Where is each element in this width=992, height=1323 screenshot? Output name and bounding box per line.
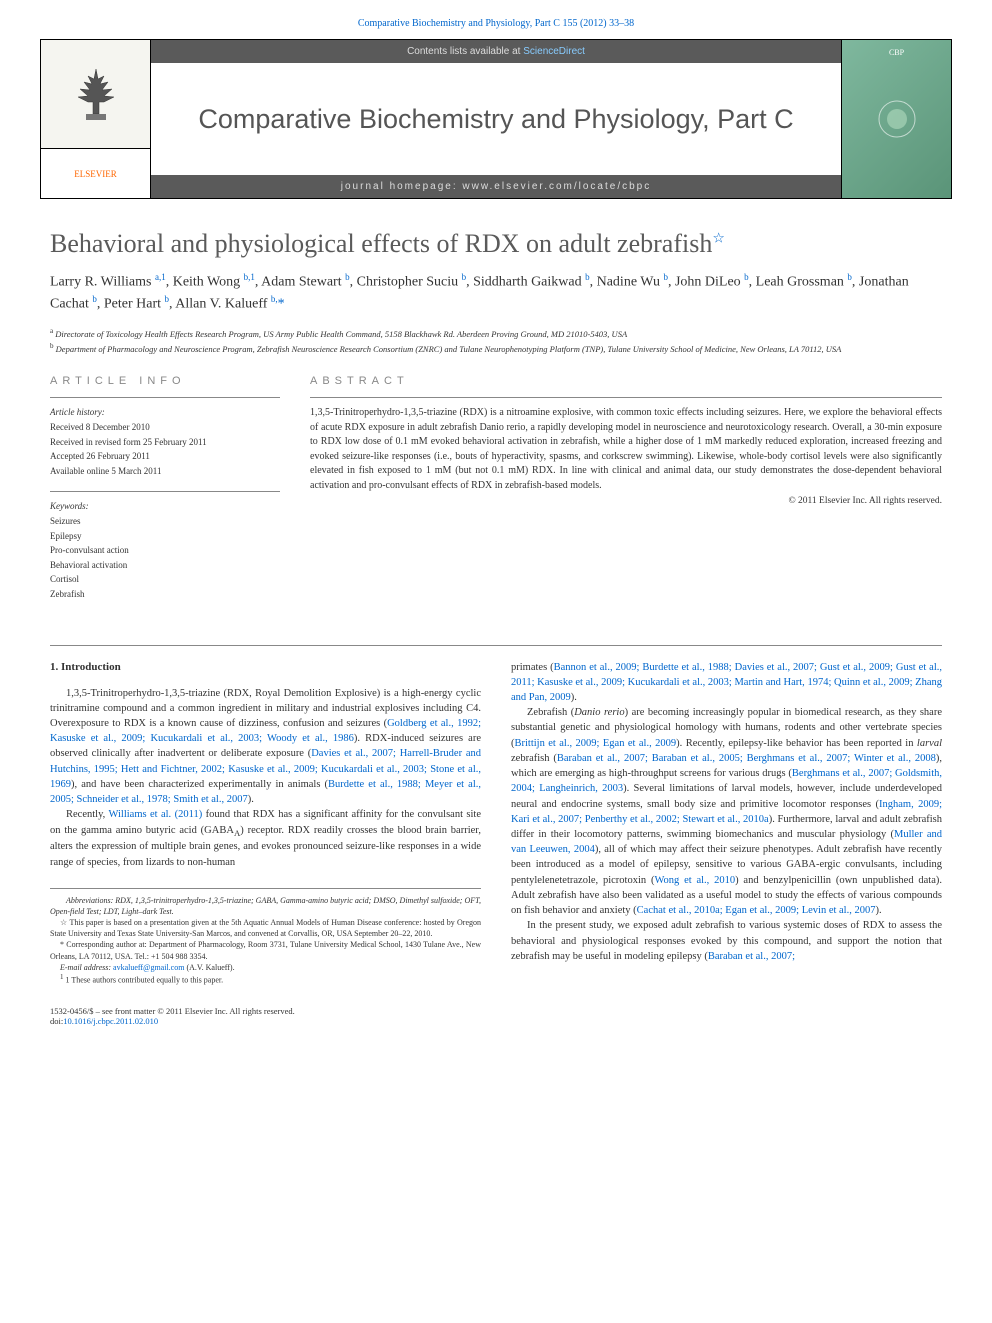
abstract-heading: abstract <box>310 375 942 387</box>
keywords-label: Keywords: <box>50 500 280 513</box>
body-col-left: 1. Introduction 1,3,5-Trinitroperhydro-1… <box>50 660 481 986</box>
authors-list: Larry R. Williams a,1, Keith Wong b,1, A… <box>50 271 942 314</box>
footnotes: Abbreviations: RDX, 1,3,5-trinitroperhyd… <box>50 888 481 986</box>
body-paragraph: primates (Bannon et al., 2009; Burdette … <box>511 660 942 706</box>
page-footer: 1532-0456/$ – see front matter © 2011 El… <box>50 1006 942 1026</box>
article-info-heading: article info <box>50 375 280 387</box>
body-paragraph: Recently, Williams et al. (2011) found t… <box>50 807 481 869</box>
abstract-copyright: © 2011 Elsevier Inc. All rights reserved… <box>310 496 942 506</box>
body-paragraph: Zebrafish (Danio rerio) are becoming inc… <box>511 705 942 918</box>
contents-line: Contents lists available at ScienceDirec… <box>151 40 841 63</box>
history-line: Received in revised form 25 February 201… <box>50 436 280 449</box>
journal-banner: ELSEVIER Contents lists available at Sci… <box>40 39 952 199</box>
publisher-cell: ELSEVIER <box>41 40 151 198</box>
body-paragraph: 1,3,5-Trinitroperhydro-1,3,5-triazine (R… <box>50 686 481 808</box>
intro-heading: 1. Introduction <box>50 660 481 676</box>
history-label: Article history: <box>50 406 280 419</box>
sciencedirect-link[interactable]: ScienceDirect <box>523 46 585 57</box>
keyword: Pro-convulsant action <box>50 544 280 557</box>
keyword: Zebrafish <box>50 588 280 601</box>
publisher-name: ELSEVIER <box>41 148 150 198</box>
body-col-right: primates (Bannon et al., 2009; Burdette … <box>511 660 942 986</box>
journal-homepage: journal homepage: www.elsevier.com/locat… <box>151 175 841 198</box>
footnote-star: ☆ This paper is based on a presentation … <box>50 917 481 939</box>
footnote-abbrev: Abbreviations: RDX, 1,3,5-trinitroperhyd… <box>50 895 481 917</box>
footnote-email: E-mail address: avkalueff@gmail.com (A.V… <box>50 962 481 973</box>
keyword: Behavioral activation <box>50 559 280 572</box>
article-title: Behavioral and physiological effects of … <box>50 229 942 259</box>
footer-copyright: 1532-0456/$ – see front matter © 2011 El… <box>50 1006 942 1016</box>
abstract-column: abstract 1,3,5-Trinitroperhydro-1,3,5-tr… <box>310 375 942 614</box>
affiliations: a Directorate of Toxicology Health Effec… <box>50 326 942 355</box>
history-line: Available online 5 March 2011 <box>50 465 280 478</box>
abstract-text: 1,3,5-Trinitroperhydro-1,3,5-triazine (R… <box>310 406 942 493</box>
keyword: Seizures <box>50 515 280 528</box>
keyword: Epilepsy <box>50 530 280 543</box>
doi-link[interactable]: 10.1016/j.cbpc.2011.02.010 <box>63 1016 158 1026</box>
keyword: Cortisol <box>50 573 280 586</box>
journal-cover: CBP <box>841 40 951 198</box>
top-journal-link[interactable]: Comparative Biochemistry and Physiology,… <box>0 0 992 39</box>
history-line: Received 8 December 2010 <box>50 421 280 434</box>
tree-logo <box>41 40 150 148</box>
journal-title: Comparative Biochemistry and Physiology,… <box>151 63 841 175</box>
elsevier-tree-icon <box>66 64 126 124</box>
article-info-column: article info Article history: Received 8… <box>50 375 280 614</box>
cover-graphic <box>872 94 922 144</box>
history-line: Accepted 26 February 2011 <box>50 450 280 463</box>
body-paragraph: In the present study, we exposed adult z… <box>511 918 942 964</box>
email-link[interactable]: avkalueff@gmail.com <box>113 963 184 972</box>
footnote-equal: 1 1 These authors contributed equally to… <box>50 973 481 986</box>
footnote-corresponding: * Corresponding author at: Department of… <box>50 939 481 961</box>
body-columns: 1. Introduction 1,3,5-Trinitroperhydro-1… <box>50 660 942 986</box>
